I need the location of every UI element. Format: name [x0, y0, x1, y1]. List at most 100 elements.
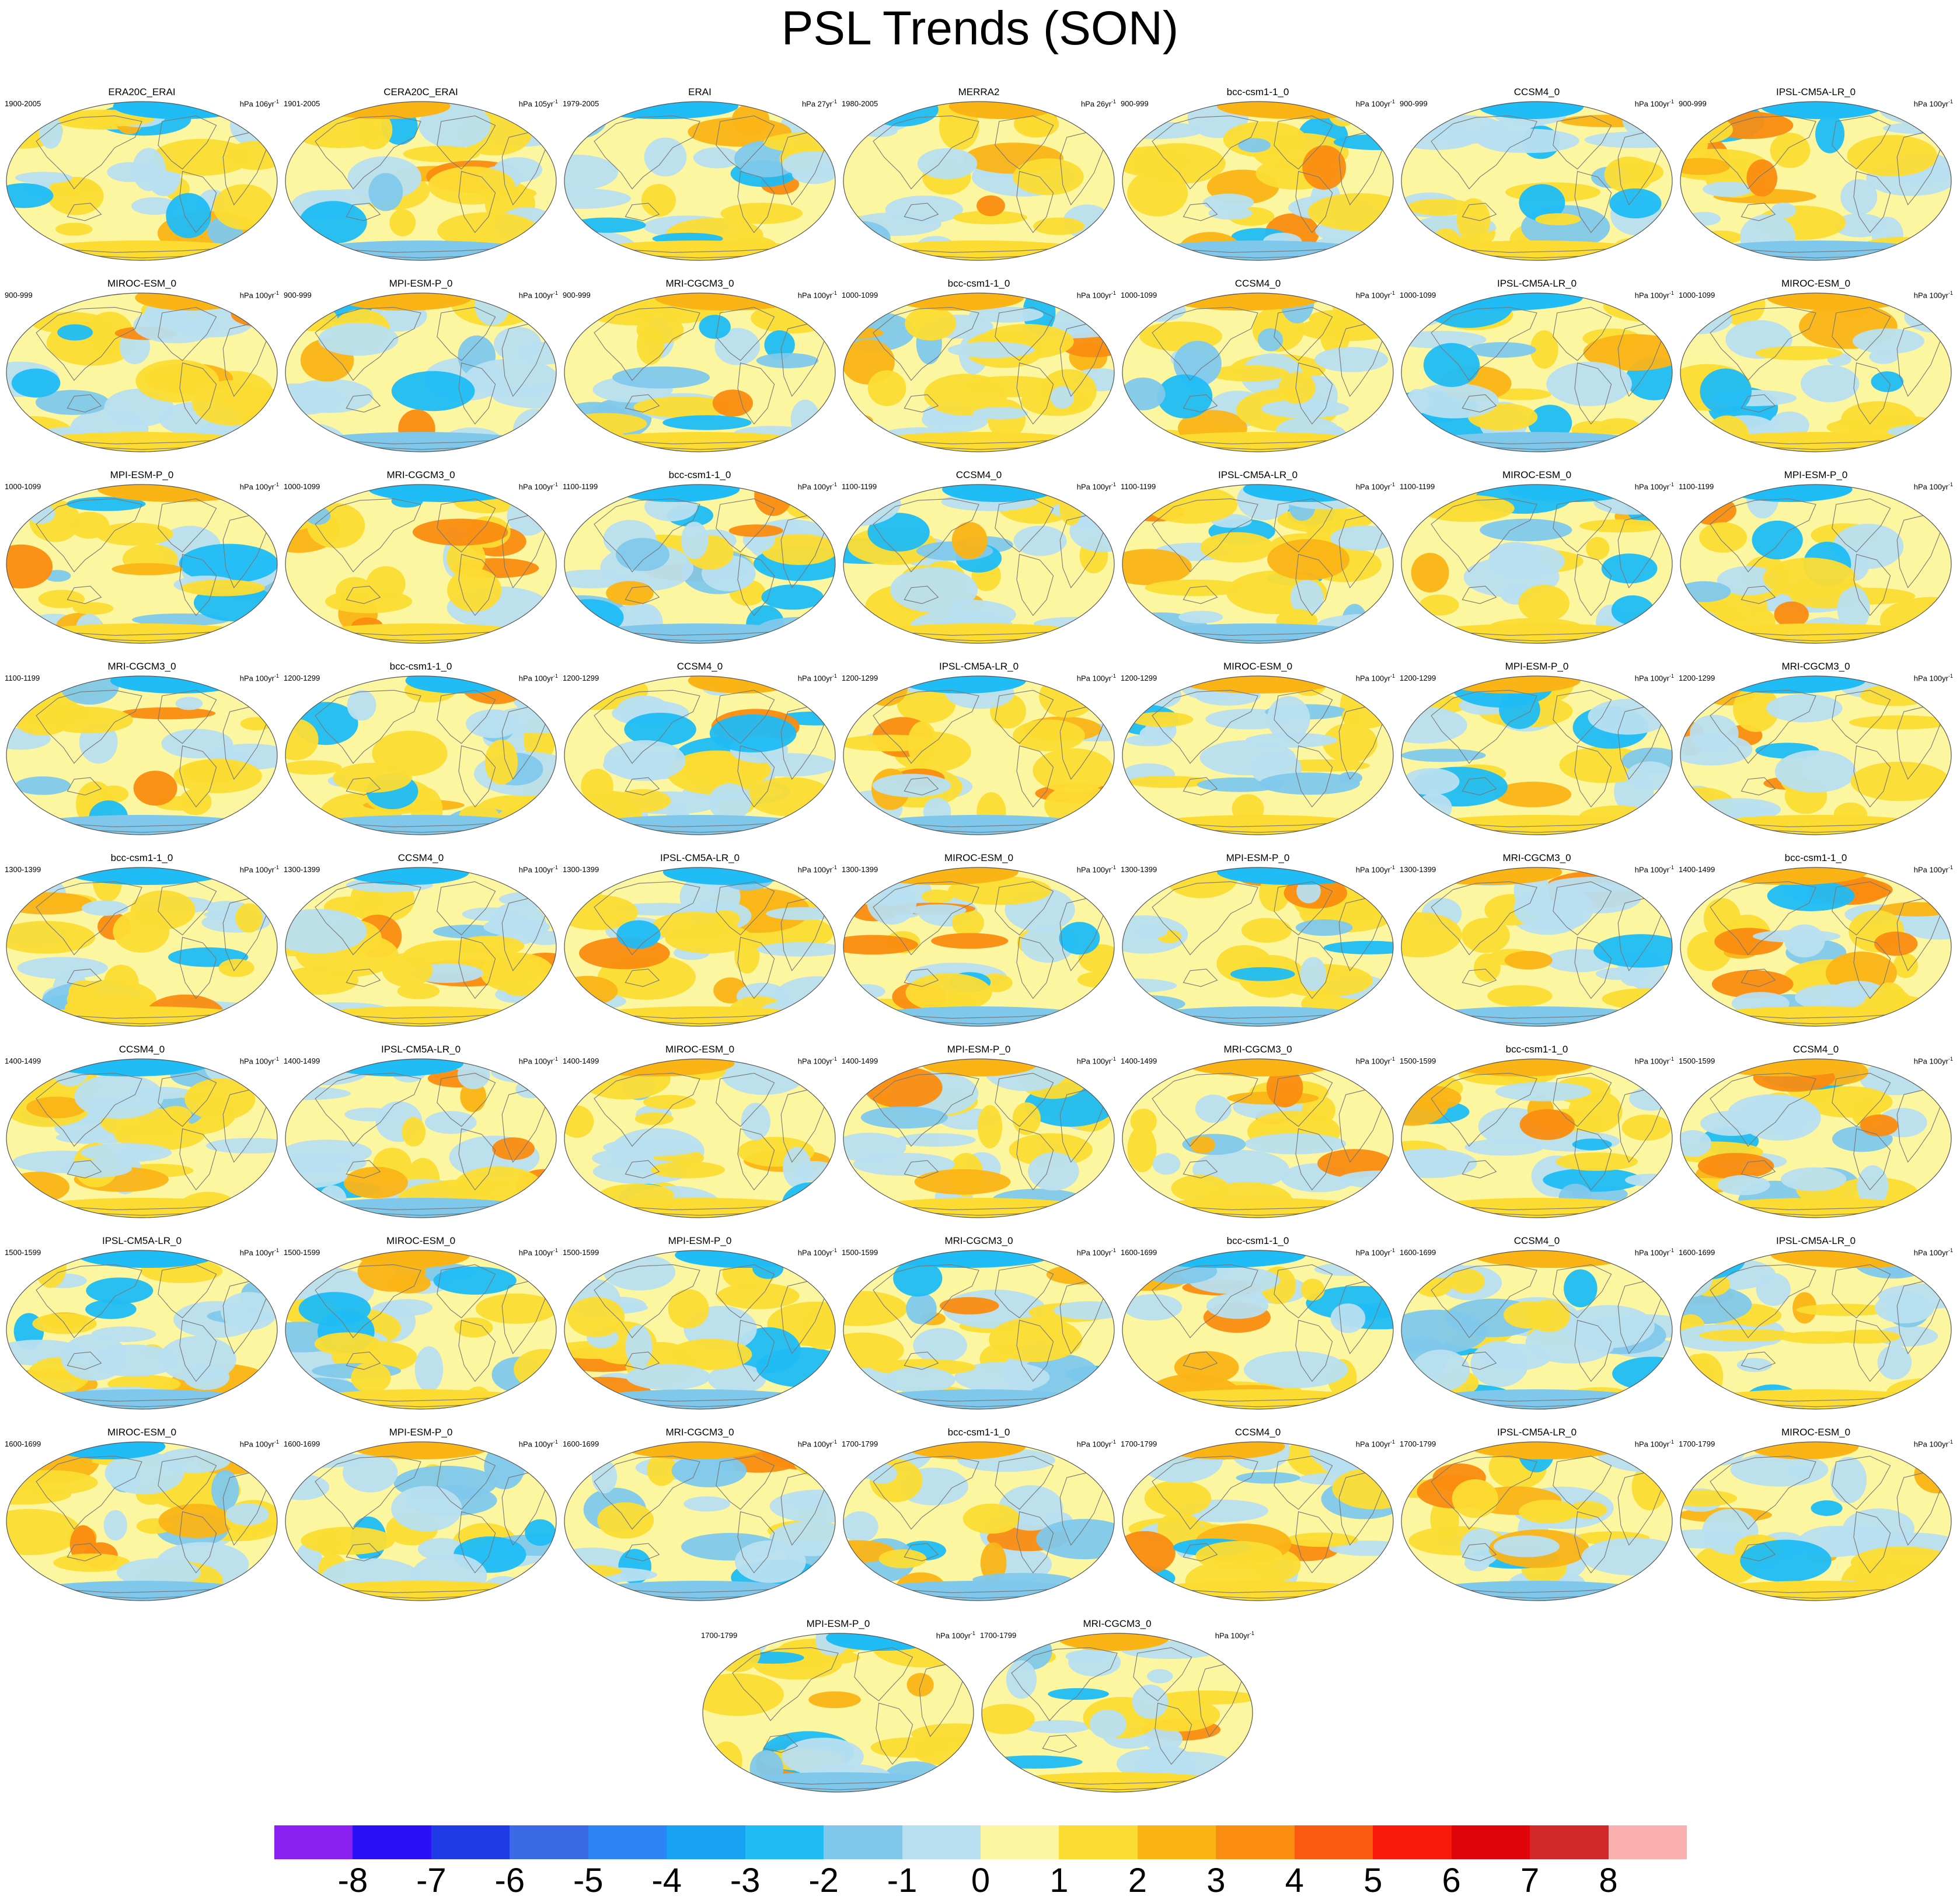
trend-map	[843, 867, 1115, 1027]
map-panel: IPSL-CM5A-LR_0 1500-1599 hPa 100yr-1	[5, 1235, 279, 1416]
panel-title: MRI-CGCM3_0	[665, 278, 734, 289]
panel-period: 1500-1599	[1400, 1057, 1436, 1065]
colorbar-tick-label: 4	[1285, 1862, 1304, 1899]
panel-period: 1000-1099	[1400, 291, 1436, 299]
panel-period: 1100-1199	[563, 482, 598, 491]
map-panel: MPI-ESM-P_0 1100-1199 hPa 100yr-1	[1679, 469, 1953, 650]
panel-units: hPa 100yr-1	[1076, 1056, 1116, 1066]
colorbar-swatch	[588, 1825, 667, 1859]
panel-title: MRI-CGCM3_0	[1083, 1618, 1152, 1629]
colorbar-swatch	[824, 1825, 903, 1859]
panel-period: 1200-1299	[284, 674, 320, 682]
colorbar-swatch	[274, 1825, 353, 1859]
panel-units: hPa 100yr-1	[239, 290, 279, 300]
map-panel: bcc-csm1-1_0 1200-1299 hPa 100yr-1	[284, 661, 558, 842]
panel-title: bcc-csm1-1_0	[389, 661, 452, 672]
panel-units: hPa 100yr-1	[239, 865, 279, 874]
map-panel: MRI-CGCM3_0 1700-1799 hPa 100yr-1	[980, 1618, 1254, 1799]
panel-title: MPI-ESM-P_0	[389, 1427, 453, 1438]
panel-title: MPI-ESM-P_0	[389, 278, 453, 289]
panel-units: hPa 100yr-1	[1076, 290, 1116, 300]
colorbar-swatch	[981, 1825, 1059, 1859]
map-panel: MPI-ESM-P_0 1400-1499 hPa 100yr-1	[842, 1044, 1116, 1225]
panel-title: bcc-csm1-1_0	[947, 278, 1010, 289]
map-panel: CERA20C_ERAI 1901-2005 hPa 105yr-1	[284, 86, 558, 267]
map-panel: MRI-CGCM3_0 1200-1299 hPa 100yr-1	[1679, 661, 1953, 842]
panel-units: hPa 100yr-1	[1634, 99, 1674, 109]
colorbar-tick-label: -8	[337, 1862, 368, 1899]
panel-units: hPa 100yr-1	[797, 1439, 837, 1449]
trend-map	[564, 484, 836, 644]
panel-units: hPa 100yr-1	[1634, 290, 1674, 300]
map-panel: bcc-csm1-1_0 1600-1699 hPa 100yr-1	[1121, 1235, 1395, 1416]
colorbar	[274, 1825, 1687, 1859]
panel-units: hPa 100yr-1	[1913, 1247, 1953, 1257]
trend-map	[843, 1250, 1115, 1410]
trend-map	[564, 292, 836, 452]
panel-units: hPa 100yr-1	[239, 1056, 279, 1066]
panel-units: hPa 100yr-1	[239, 1247, 279, 1257]
map-panel: MIROC-ESM_0 1500-1599 hPa 100yr-1	[284, 1235, 558, 1416]
panel-period: 1200-1299	[1679, 674, 1715, 682]
colorbar-swatch	[1373, 1825, 1452, 1859]
panel-period: 1600-1699	[5, 1440, 41, 1448]
map-panel: IPSL-CM5A-LR_0 1700-1799 hPa 100yr-1	[1400, 1427, 1674, 1608]
panel-title: CCSM4_0	[1513, 86, 1560, 97]
colorbar-swatch	[902, 1825, 981, 1859]
map-panel: bcc-csm1-1_0 1000-1099 hPa 100yr-1	[842, 278, 1116, 459]
trend-map	[1122, 1250, 1394, 1410]
map-panel: MRI-CGCM3_0 1000-1099 hPa 100yr-1	[284, 469, 558, 650]
map-panel: MPI-ESM-P_0 1700-1799 hPa 100yr-1	[701, 1618, 975, 1799]
trend-map	[1401, 675, 1673, 835]
panel-title: CCSM4_0	[1234, 278, 1281, 289]
trend-map	[1680, 484, 1952, 644]
panel-period: 1300-1399	[5, 865, 41, 874]
trend-map	[1122, 484, 1394, 644]
colorbar-swatch	[745, 1825, 824, 1859]
trend-map	[6, 867, 278, 1027]
colorbar-tick-label: -6	[494, 1862, 525, 1899]
panel-period: 1500-1599	[5, 1248, 41, 1257]
trend-map	[6, 292, 278, 452]
trend-map	[1680, 1250, 1952, 1410]
panel-period: 1500-1599	[842, 1248, 878, 1257]
colorbar-swatch	[1059, 1825, 1138, 1859]
page-title: PSL Trends (SON)	[781, 2, 1179, 55]
panel-units: hPa 100yr-1	[1076, 673, 1116, 683]
map-panel: MPI-ESM-P_0 1200-1299 hPa 100yr-1	[1400, 661, 1674, 842]
panel-period: 1979-2005	[563, 99, 599, 108]
trend-map	[285, 484, 557, 644]
map-panel: MPI-ESM-P_0 1300-1399 hPa 100yr-1	[1121, 852, 1395, 1033]
panel-title: ERAI	[688, 86, 712, 97]
trend-map	[285, 867, 557, 1027]
panel-units: hPa 26yr-1	[1080, 99, 1116, 109]
panel-title: MIROC-ESM_0	[1502, 469, 1572, 480]
colorbar-swatch	[353, 1825, 432, 1859]
trend-map	[285, 1250, 557, 1410]
panel-title: CCSM4_0	[118, 1044, 165, 1055]
panel-title: MPI-ESM-P_0	[947, 1044, 1011, 1055]
map-panel: ERA20C_ERAI 1900-2005 hPa 106yr-1	[5, 86, 279, 267]
trend-map	[843, 675, 1115, 835]
panel-title: MIROC-ESM_0	[107, 1427, 177, 1438]
panel-period: 1400-1499	[1121, 1057, 1157, 1065]
panel-units: hPa 100yr-1	[1913, 99, 1953, 109]
colorbar-swatch	[1137, 1825, 1216, 1859]
panel-period: 1700-1799	[701, 1631, 738, 1640]
colorbar-tick-label: 0	[971, 1862, 991, 1899]
map-panel: CCSM4_0 1600-1699 hPa 100yr-1	[1400, 1235, 1674, 1416]
trend-map	[1680, 101, 1952, 261]
map-panel: MIROC-ESM_0 1700-1799 hPa 100yr-1	[1679, 1427, 1953, 1608]
trend-map	[285, 1058, 557, 1218]
map-panel: IPSL-CM5A-LR_0 900-999 hPa 100yr-1	[1679, 86, 1953, 267]
panel-title: MIROC-ESM_0	[665, 1044, 735, 1055]
trend-map	[1401, 484, 1673, 644]
panel-period: 1300-1399	[1400, 865, 1436, 874]
panel-units: hPa 100yr-1	[797, 865, 837, 874]
map-panel: MERRA2 1980-2005 hPa 26yr-1	[842, 86, 1116, 267]
colorbar-tick-label: -7	[416, 1862, 447, 1899]
map-panel: IPSL-CM5A-LR_0 1100-1199 hPa 100yr-1	[1121, 469, 1395, 650]
panel-units: hPa 100yr-1	[797, 673, 837, 683]
trend-map	[702, 1633, 974, 1793]
panel-period: 1400-1499	[284, 1057, 320, 1065]
